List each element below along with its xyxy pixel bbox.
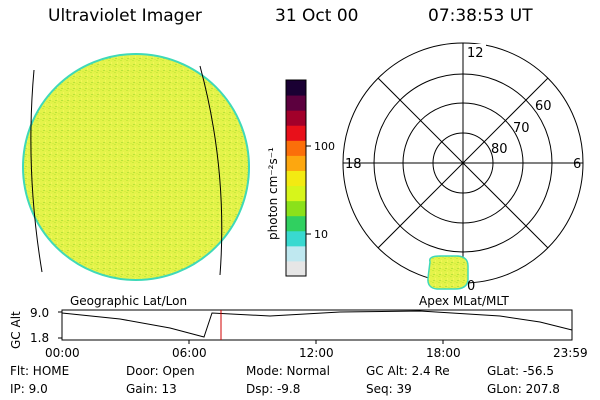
date-label: 31 Oct 00 <box>275 6 359 26</box>
x-tick-1200: 12:00 <box>299 346 334 360</box>
x-tick-0600: 06:00 <box>172 346 207 360</box>
time-label: 07:38:53 UT <box>428 6 533 26</box>
color-scale-segment <box>286 260 306 277</box>
color-scale-segment <box>286 215 306 232</box>
color-scale-segment <box>286 95 306 111</box>
uv-image-disk <box>22 53 250 281</box>
x-tick-2359: 23:59 <box>553 346 588 360</box>
status-ip: IP: 9.0 <box>10 382 48 396</box>
mlt-label-12: 12 <box>467 46 484 61</box>
color-scale-segment <box>286 80 306 96</box>
app-title: Ultraviolet Imager <box>48 6 202 26</box>
mlt-label-0: 0 <box>467 279 475 294</box>
timeline-left-label: Geographic Lat/Lon <box>70 294 187 308</box>
color-scale-segment <box>286 110 306 126</box>
status-door: Door: Open <box>126 364 195 378</box>
mlt-label-18: 18 <box>345 157 362 172</box>
polar-grid <box>342 42 584 284</box>
status-mode: Mode: Normal <box>246 364 330 378</box>
x-tick-1800: 18:00 <box>426 346 461 360</box>
altitude-curve <box>61 310 573 338</box>
status-dsp: Dsp: -9.8 <box>246 382 301 396</box>
color-scale-segment <box>286 170 306 187</box>
colorbar-tick-100: 100 <box>314 140 335 153</box>
status-gc-alt: GC Alt: 2.4 Re <box>366 364 450 378</box>
y-tick-9: 9.0 <box>30 306 49 320</box>
mlat-label-80: 80 <box>491 142 508 157</box>
color-scale-bar <box>286 80 306 277</box>
timeline-right-label: Apex MLat/MLT <box>419 294 509 308</box>
meridian-line-left <box>30 69 43 273</box>
status-seq: Seq: 39 <box>366 382 412 396</box>
color-scale-segment <box>286 230 306 247</box>
color-scale-segment <box>286 125 306 141</box>
mlat-label-70: 70 <box>513 121 530 136</box>
colorbar-unit-label: photon cm⁻²s⁻¹ <box>266 147 280 240</box>
status-glon: GLon: 207.8 <box>487 382 560 396</box>
color-scale-segment <box>286 200 306 217</box>
color-scale-segment <box>286 245 306 262</box>
x-tick-0000: 00:00 <box>45 346 80 360</box>
status-glat: GLat: -56.5 <box>487 364 554 378</box>
altitude-timeline <box>58 309 573 344</box>
colorbar-tick-10: 10 <box>314 228 328 241</box>
color-scale-frame <box>285 79 307 277</box>
mlat-label-60: 60 <box>535 99 552 114</box>
status-gain: Gain: 13 <box>126 382 177 396</box>
meridian-line-right <box>199 65 223 276</box>
color-scale-segment <box>286 140 306 156</box>
color-scale-segment <box>286 155 306 171</box>
mlt-label-6: 6 <box>573 157 581 172</box>
polar-auroral-patch <box>427 255 469 290</box>
timeline-y-axis-label: GC Alt <box>9 311 23 349</box>
status-flt: Flt: HOME <box>10 364 70 378</box>
y-tick-1_8: 1.8 <box>30 331 49 345</box>
color-scale-segment <box>286 185 306 202</box>
